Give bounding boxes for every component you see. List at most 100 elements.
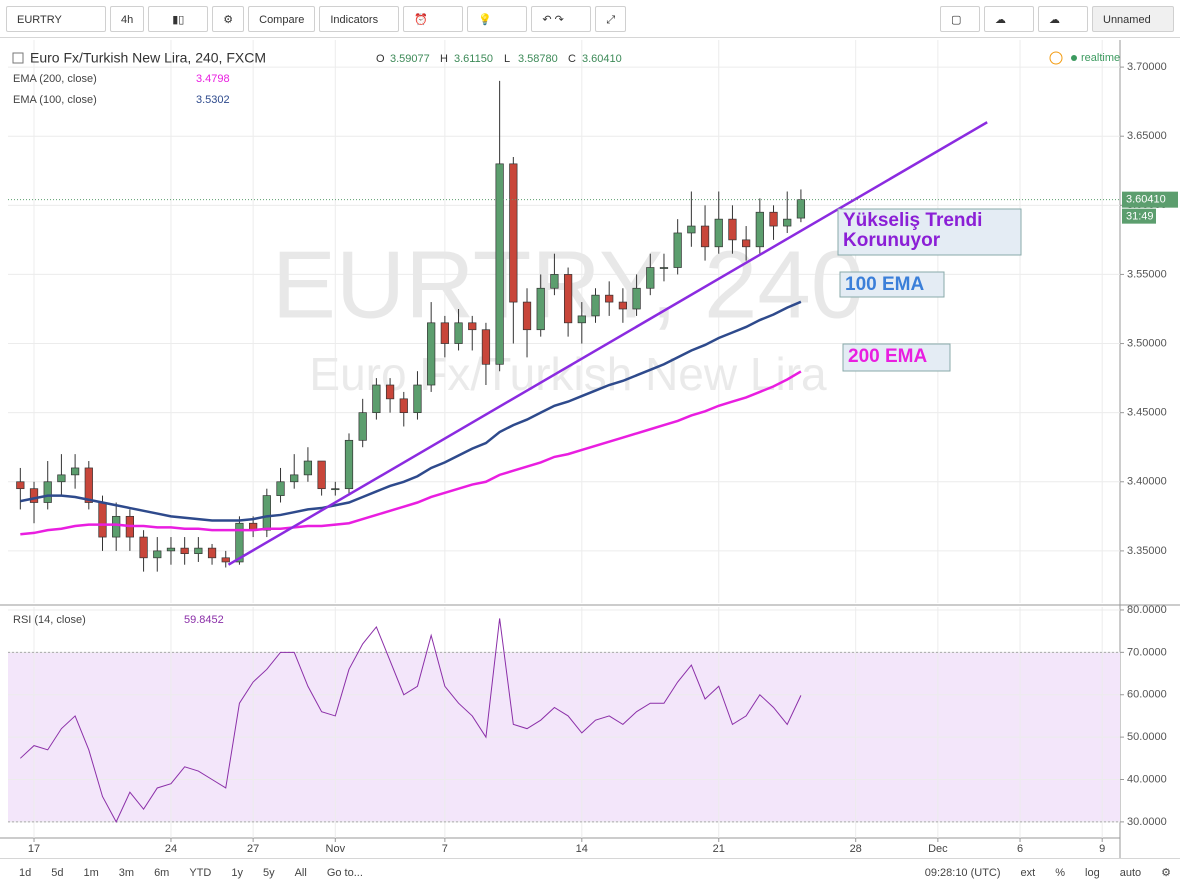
ohlc-value: 3.60410	[582, 53, 622, 65]
range-button[interactable]: 3m	[118, 866, 135, 879]
y-tick-label: 40.0000	[1127, 773, 1167, 785]
y-tick-label: 3.45000	[1127, 407, 1167, 419]
candle-body	[166, 547, 176, 552]
range-button[interactable]: 6m	[154, 866, 170, 879]
y-tick-label: 3.35000	[1127, 545, 1167, 557]
toolbar: EURTRY 4h ▮▯ ⚙ Compare Indicators ⏰ 💡 ↶ …	[0, 0, 1180, 38]
candle-body	[303, 460, 313, 476]
footer: 1d 5d 1m 3m 6m YTD 1y 5y All Go to... 09:28:10 (UT…	[0, 858, 1180, 886]
range-button[interactable]: 1y	[231, 866, 243, 879]
range-button[interactable]: 5y	[262, 866, 275, 879]
candle-body	[98, 502, 107, 538]
x-tick-label: 21	[713, 843, 725, 855]
x-tick-label: 27	[247, 843, 259, 855]
option-button[interactable]: %	[1055, 866, 1066, 879]
undo-redo-button[interactable]: ↶ ↷	[531, 5, 592, 32]
candle-body	[194, 547, 203, 555]
candle-body	[755, 211, 764, 248]
ema-line	[20, 300, 802, 522]
x-tick-label: Nov	[326, 843, 346, 855]
candle-body	[372, 384, 381, 414]
candle-body	[673, 232, 682, 268]
candle-body	[84, 467, 93, 503]
legend-value: 3.5302	[196, 94, 230, 106]
candle-body	[605, 294, 614, 303]
settings-button[interactable]: ⚙	[212, 5, 245, 32]
range-button[interactable]: All	[294, 866, 307, 879]
candle-body	[796, 199, 806, 219]
symbol-input[interactable]: EURTRY	[6, 5, 106, 32]
x-tick-label: 7	[442, 843, 448, 855]
legend-icon	[12, 52, 24, 64]
y-tick-label: 3.65000	[1127, 130, 1167, 142]
annotation-text: Yükseliş Trendi	[843, 210, 982, 231]
candle-body	[331, 488, 340, 491]
trendline	[227, 121, 988, 566]
fullscreen-button[interactable]: ⤢	[595, 5, 627, 32]
annotation-text: 100 EMA	[845, 274, 924, 295]
candle-body	[70, 467, 80, 476]
candle-body	[550, 274, 559, 289]
compare-button[interactable]: Compare	[248, 5, 316, 32]
range-button[interactable]: 1d	[19, 866, 32, 879]
candle-body	[427, 322, 436, 386]
option-button[interactable]: log	[1085, 866, 1100, 879]
candle-body	[262, 495, 271, 531]
annotation-text: 200 EMA	[848, 346, 927, 367]
x-tick-label: 17	[28, 843, 40, 855]
countdown: 31:49	[1126, 211, 1154, 223]
x-tick-label: 6	[1017, 843, 1023, 855]
candle-body	[468, 322, 477, 331]
candle-body	[43, 481, 52, 503]
layout-button[interactable]: Unnamed	[1092, 5, 1174, 32]
goto-button[interactable]: Go to...	[326, 866, 363, 879]
annotation-text: Korunuyor	[843, 230, 941, 251]
candle-body	[659, 267, 669, 269]
chart-style-button[interactable]: ▮▯	[148, 5, 209, 32]
load-button[interactable]: ☁	[984, 5, 1034, 32]
last-price-label: 3.60410	[1126, 194, 1166, 206]
clock: 09:28:10 (UTC)	[924, 866, 1001, 879]
status-dot	[1071, 55, 1077, 61]
indicators-button[interactable]: Indicators	[319, 5, 400, 32]
candle-body	[180, 547, 189, 555]
y-tick-label: 60.0000	[1127, 689, 1167, 701]
candle-body	[344, 439, 354, 490]
y-tick-label: 50.0000	[1127, 731, 1167, 743]
option-button[interactable]: ext	[1020, 866, 1036, 879]
range-button[interactable]: 1m	[83, 866, 99, 879]
range-button[interactable]: YTD	[189, 866, 212, 879]
candle-body	[618, 301, 628, 310]
color-button[interactable]: ▢	[940, 5, 980, 32]
y-tick-label: 30.0000	[1127, 816, 1167, 828]
legend-entry: EMA (200, close)	[13, 73, 97, 85]
ohlc-label: L	[504, 53, 510, 65]
y-tick-label: 3.40000	[1127, 476, 1167, 488]
alert-button[interactable]: ⏰	[403, 5, 464, 32]
watermark-subtitle: Euro Fx/Turkish New Lira	[309, 348, 827, 400]
y-tick-label: 80.0000	[1127, 604, 1167, 616]
ema-line	[20, 370, 802, 536]
candle-body	[57, 474, 66, 483]
option-button[interactable]: auto	[1119, 866, 1142, 879]
indicator-title: RSI (14, close)	[13, 614, 86, 626]
candle-body	[700, 225, 710, 248]
range-button[interactable]: 5d	[51, 866, 64, 879]
y-tick-label: 3.55000	[1127, 268, 1167, 280]
save-button[interactable]: ☁	[1038, 5, 1088, 32]
annotation-box	[839, 271, 945, 298]
candle-body	[783, 218, 792, 227]
candle-body	[385, 384, 395, 400]
candle-body	[687, 225, 696, 234]
candle-body	[495, 163, 504, 365]
settings-button[interactable]: ⚙	[1161, 867, 1171, 879]
candle-body	[536, 287, 545, 331]
candle-body	[290, 474, 299, 483]
candle-body	[509, 163, 518, 303]
ideas-button[interactable]: 💡	[467, 5, 528, 32]
countdown-tag	[1122, 208, 1156, 224]
candle-body	[207, 547, 217, 559]
interval-button[interactable]: 4h	[110, 5, 145, 32]
